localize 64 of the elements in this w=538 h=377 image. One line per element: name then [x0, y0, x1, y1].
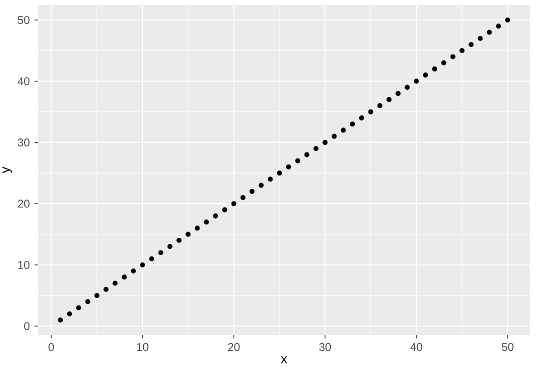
- point: [396, 90, 401, 96]
- point: [140, 262, 146, 268]
- y-axis-title: y: [2, 166, 12, 174]
- point: [186, 232, 191, 237]
- point: [441, 60, 446, 66]
- point: [85, 299, 90, 304]
- point: [149, 256, 154, 262]
- point: [94, 292, 100, 298]
- point: [368, 109, 374, 114]
- point: [231, 201, 236, 206]
- point: [304, 152, 310, 158]
- point: [250, 188, 255, 194]
- point: [167, 244, 172, 250]
- point: [112, 280, 118, 286]
- point: [276, 170, 282, 176]
- x-tick-label: 30: [319, 343, 331, 352]
- point: [468, 42, 474, 48]
- y-tick-label: 40: [18, 77, 30, 86]
- point: [103, 286, 109, 292]
- point: [204, 219, 209, 225]
- point: [450, 54, 456, 60]
- point: [268, 176, 273, 182]
- point: [213, 213, 218, 218]
- x-tick-label: 10: [137, 343, 148, 352]
- point: [404, 84, 410, 90]
- x-tick-label: 50: [502, 343, 514, 352]
- point: [76, 305, 82, 310]
- point: [286, 164, 292, 170]
- point: [496, 24, 502, 29]
- x-tick-label: 20: [228, 343, 240, 352]
- point: [486, 30, 492, 35]
- x-tick-label: 0: [48, 343, 54, 352]
- point: [505, 17, 510, 23]
- point: [432, 66, 438, 72]
- point: [194, 226, 200, 231]
- point: [66, 311, 72, 316]
- point: [240, 195, 246, 200]
- point: [459, 48, 465, 54]
- y-tick-label: 50: [18, 16, 30, 24]
- point: [295, 158, 300, 164]
- point: [414, 78, 419, 84]
- y-tick-label: 10: [18, 260, 30, 269]
- point: [122, 274, 127, 280]
- point: [377, 103, 382, 108]
- point: [130, 268, 136, 274]
- point: [350, 122, 355, 127]
- x-tick-label: 40: [410, 343, 422, 352]
- y-tick-label: 20: [18, 200, 30, 208]
- point: [222, 207, 228, 212]
- point: [176, 238, 182, 243]
- point: [386, 97, 392, 102]
- y-tick-label: 30: [18, 138, 30, 146]
- point: [340, 128, 346, 133]
- x-axis-title: x: [280, 356, 288, 364]
- point: [332, 134, 337, 139]
- point: [322, 140, 328, 145]
- point: [158, 250, 164, 256]
- point: [422, 72, 428, 78]
- y-tick-label: 0: [24, 322, 30, 330]
- point: [258, 182, 264, 188]
- point: [359, 115, 364, 120]
- point: [313, 146, 318, 152]
- point: [58, 317, 63, 323]
- point: [478, 36, 483, 41]
